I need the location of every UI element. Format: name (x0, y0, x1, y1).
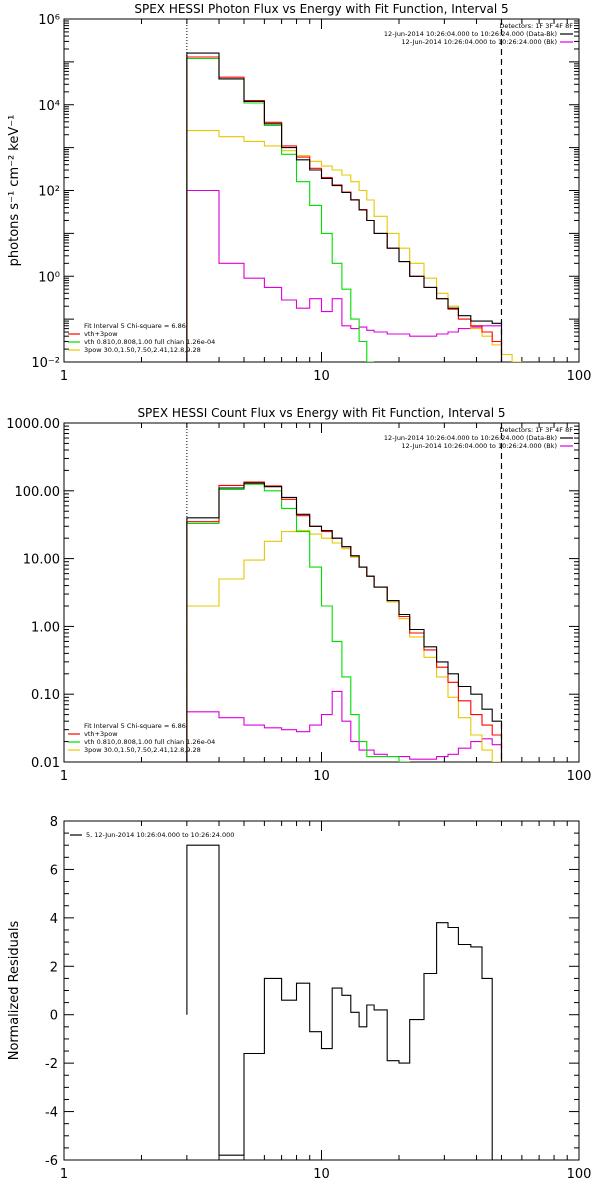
series-line-4 (186, 690, 503, 762)
legend-left: Fit Interval 5 Chi-square = 6.86vth+3pow… (68, 722, 215, 754)
chart-title: SPEX HESSI Count Flux vs Energy with Fit… (137, 406, 505, 420)
y-tick-label: 10⁴ (38, 99, 60, 114)
series-group (186, 844, 493, 1160)
series-line-2 (186, 57, 375, 362)
legend-entry: 12-Jun-2014 10:26:04.000 to 10:26:24.000… (402, 38, 557, 46)
series-line-0 (186, 844, 493, 1160)
legend-header: Detectors: 1F 3F 4F 8F (499, 426, 573, 434)
y-axis-label: Normalized Residuals (7, 921, 22, 1061)
chart-title: SPEX HESSI Photon Flux vs Energy with Fi… (134, 2, 508, 16)
legend-entry: vth+3pow (84, 330, 118, 338)
series-line-2 (186, 483, 410, 762)
legend-entry: 3pow 30.0,1.50,7.50,2.41,12.8,9.28 (84, 346, 201, 354)
panel-1: SPEX HESSI Photon Flux vs Energy with Fi… (7, 2, 591, 384)
series-line-3 (186, 130, 523, 362)
y-tick-label: 1000.00 (6, 417, 60, 432)
x-axis: 1 10 100 (60, 821, 592, 1182)
x-tick-label: 1 (60, 369, 68, 384)
y-tick-label: -6 (45, 1154, 58, 1169)
x-axis: 1 10 100 (60, 19, 592, 384)
legend-entry: 12-Jun-2014 10:26:04.000 to 10:26:24.000… (384, 30, 557, 38)
legend-left: 5, 12-Jun-2014 10:26:04.000 to 10:26:24.… (70, 831, 234, 839)
y-tick-label: 0.01 (31, 756, 60, 771)
series-line-3 (186, 529, 503, 762)
series-group (186, 52, 523, 362)
series-line-0 (186, 52, 503, 362)
y-tick-label: -4 (45, 1106, 58, 1121)
legend-header: Detectors: 1F 3F 4F 8F (499, 22, 573, 30)
series-line-4 (186, 189, 503, 362)
y-tick-label: 100.00 (15, 485, 61, 500)
y-tick-label: 10² (38, 185, 60, 200)
x-tick-label: 100 (567, 1167, 592, 1182)
y-axis: -6 -4 -2 0 2 4 6 8 (45, 815, 579, 1169)
legend-entry: 12-Jun-2014 10:26:04.000 to 10:26:24.000… (384, 434, 557, 442)
series-line-1 (186, 481, 503, 762)
y-tick-label: 10⁶ (38, 13, 60, 28)
x-tick-label: 10 (313, 1167, 330, 1182)
y-tick-label: 2 (50, 960, 58, 975)
legend-title: Fit Interval 5 Chi-square = 6.86 (84, 322, 186, 330)
legend-entry: 12-Jun-2014 10:26:04.000 to 10:26:24.000… (402, 442, 557, 450)
legend-entry: vth 0.810,0.808,1.00 full chian 1.26e-04 (84, 738, 215, 746)
y-tick-label: 10.00 (23, 553, 60, 568)
x-tick-label: 100 (567, 369, 592, 384)
legend-entry: 3pow 30.0,1.50,7.50,2.41,12.8,9.28 (84, 746, 201, 754)
y-tick-label: 0.10 (31, 688, 60, 703)
y-tick-label: 10⁰ (38, 270, 60, 285)
x-tick-label: 1 (60, 769, 68, 784)
y-tick-label: 6 (50, 863, 58, 878)
panel-3: 1 10 100 -6 -4 -2 0 2 4 6 8 Normalized Residuals 5, … (7, 815, 591, 1182)
y-axis-label: photons s⁻¹ cm⁻² keV⁻¹ (7, 115, 22, 267)
legend-entry: vth+3pow (84, 730, 118, 738)
y-tick-label: 8 (50, 815, 58, 830)
legend-left: Fit Interval 5 Chi-square = 6.86vth+3pow… (68, 322, 215, 354)
y-tick-label: 10⁻² (31, 356, 60, 371)
plot-frame (63, 820, 580, 1161)
x-tick-label: 1 (60, 1167, 68, 1182)
x-tick-label: 10 (313, 369, 330, 384)
series-group (186, 481, 503, 762)
series-line-1 (186, 56, 503, 362)
legend-entry: vth 0.810,0.808,1.00 full chian 1.26e-04 (84, 338, 215, 346)
x-tick-label: 10 (313, 769, 330, 784)
y-tick-label: 4 (50, 912, 58, 927)
panel-2: SPEX HESSI Count Flux vs Energy with Fit… (6, 406, 591, 784)
legend-entry: 5, 12-Jun-2014 10:26:04.000 to 10:26:24.… (86, 831, 234, 839)
y-tick-label: 1.00 (31, 620, 60, 635)
y-tick-label: 0 (50, 1009, 58, 1024)
y-axis: 10⁻² 10⁰ 10² 10⁴ 10⁶ (31, 13, 579, 371)
legend-title: Fit Interval 5 Chi-square = 6.86 (84, 722, 186, 730)
series-line-0 (186, 482, 503, 762)
y-axis: 0.01 0.10 1.00 10.00 100.00 1000.00 (6, 417, 579, 771)
x-tick-label: 100 (567, 769, 592, 784)
y-tick-label: -2 (45, 1057, 58, 1072)
